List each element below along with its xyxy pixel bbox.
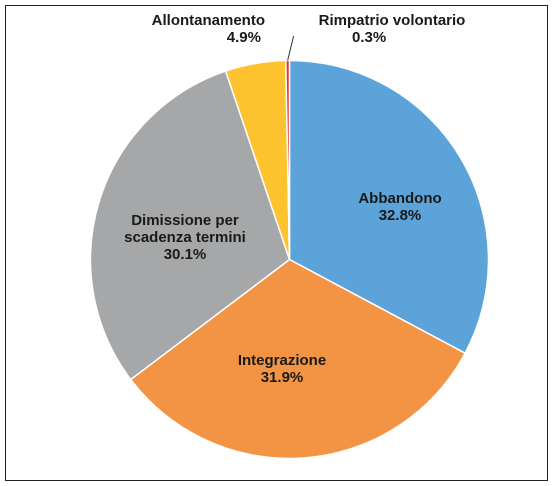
value-label: 30.1% [163, 246, 207, 263]
category-name: Dimissione per scadenza termini [124, 212, 246, 246]
slice-label: Rimpatrio volontario 0.3% [292, 12, 492, 46]
value-label: 32.8% [378, 207, 422, 224]
value-label: 0.3% [352, 29, 387, 46]
slice-label: Dimissione per scadenza termini 30.1% [110, 212, 260, 263]
category-name: Abbandono [358, 190, 442, 207]
slice-label: Integrazione 31.9% [202, 352, 362, 386]
leader-line [287, 35, 295, 61]
pie-slice [288, 59, 490, 355]
category-name: Allontanamento [151, 12, 265, 29]
slice-label: Allontanamento 4.9% [115, 12, 265, 46]
slice-label: Abbandono 32.8% [320, 190, 480, 224]
value-label: 31.9% [260, 369, 304, 386]
category-name: Rimpatrio volontario [318, 12, 466, 29]
category-name: Integrazione [237, 352, 327, 369]
frame [5, 5, 548, 481]
pie-slice [129, 258, 467, 460]
pie-slice [89, 70, 291, 381]
pie-slice [284, 59, 291, 260]
value-label: 4.9% [226, 29, 261, 46]
